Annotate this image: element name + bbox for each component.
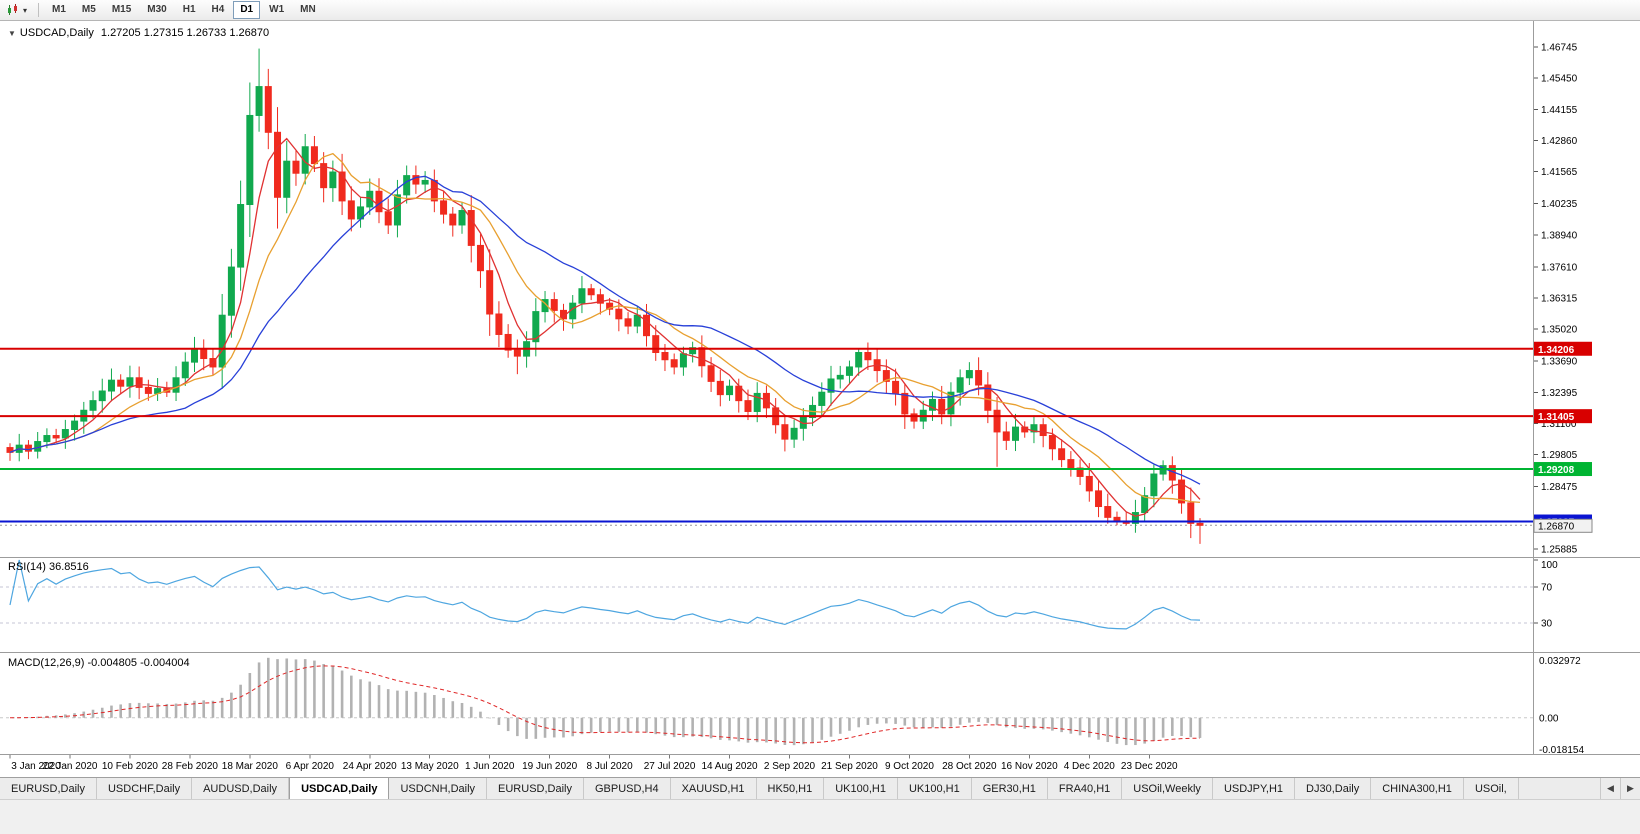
tab-uk100-h1[interactable]: UK100,H1 — [824, 778, 898, 799]
tab-gbpusd-h4[interactable]: GBPUSD,H4 — [584, 778, 671, 799]
macd-signal-line — [9, 665, 1201, 744]
tab-usoil-weekly[interactable]: USOil,Weekly — [1122, 778, 1213, 799]
svg-text:6 Apr 2020: 6 Apr 2020 — [286, 761, 335, 772]
svg-text:1.29208: 1.29208 — [1538, 465, 1575, 476]
svg-text:1 Jun 2020: 1 Jun 2020 — [465, 761, 515, 772]
tab-usdjpy-h1[interactable]: USDJPY,H1 — [1213, 778, 1296, 799]
svg-text:27 Jul 2020: 27 Jul 2020 — [644, 761, 696, 772]
timeframe-button-m5[interactable]: M5 — [75, 1, 103, 19]
svg-text:3 Jan 2020: 3 Jan 2020 — [11, 761, 61, 772]
svg-text:28 Feb 2020: 28 Feb 2020 — [162, 761, 219, 772]
candles-layer — [6, 48, 1204, 544]
timeframe-button-d1[interactable]: D1 — [233, 1, 261, 19]
rsi-pane: 100 70 30 — [0, 559, 1558, 630]
rsi-line — [9, 559, 1201, 630]
svg-text:1.26870: 1.26870 — [1538, 521, 1575, 532]
ma-mid-line — [9, 152, 1201, 504]
timeframe-button-m1[interactable]: M1 — [45, 1, 73, 19]
timeframe-button-w1[interactable]: W1 — [262, 1, 291, 19]
timeframe-button-mn[interactable]: MN — [293, 1, 323, 19]
svg-text:1.29805: 1.29805 — [1541, 450, 1578, 461]
tab-eurusd-daily[interactable]: EURUSD,Daily — [487, 778, 584, 799]
svg-text:1.46745: 1.46745 — [1541, 43, 1578, 54]
svg-text:1.41565: 1.41565 — [1541, 167, 1578, 178]
candlestick-chart-icon[interactable] — [4, 2, 22, 18]
svg-text:1.34206: 1.34206 — [1538, 345, 1575, 356]
tab-scroll-left-icon[interactable]: ◀ — [1600, 778, 1620, 799]
svg-text:8 Jul 2020: 8 Jul 2020 — [587, 761, 634, 772]
ma-slow-line — [9, 175, 1201, 485]
timeframe-button-h4[interactable]: H4 — [205, 1, 232, 19]
svg-text:19 Jun 2020: 19 Jun 2020 — [522, 761, 577, 772]
timeframe-button-h1[interactable]: H1 — [176, 1, 203, 19]
svg-text:1.28475: 1.28475 — [1541, 482, 1578, 493]
tab-uk100-h1[interactable]: UK100,H1 — [898, 778, 972, 799]
chart-canvas[interactable]: 1.46745 1.45450 1.44155 1.42860 1.41565 1.402… — [0, 21, 1640, 777]
tabbar-spacer — [1519, 778, 1600, 799]
ma-fast-line — [9, 137, 1201, 517]
svg-text:1.45450: 1.45450 — [1541, 74, 1578, 85]
svg-text:10 Feb 2020: 10 Feb 2020 — [102, 761, 159, 772]
svg-text:1.38940: 1.38940 — [1541, 230, 1578, 241]
tab-ger30-h1[interactable]: GER30,H1 — [972, 778, 1048, 799]
svg-text:100: 100 — [1541, 560, 1558, 571]
svg-text:1.33690: 1.33690 — [1541, 357, 1578, 368]
svg-text:23 Dec 2020: 23 Dec 2020 — [1121, 761, 1178, 772]
macd-pane: 0.032972 0.00 -0.018154 — [0, 656, 1584, 756]
svg-text:28 Oct 2020: 28 Oct 2020 — [942, 761, 997, 772]
svg-text:30: 30 — [1541, 619, 1553, 630]
svg-text:0.032972: 0.032972 — [1539, 656, 1581, 667]
svg-text:1.37610: 1.37610 — [1541, 262, 1578, 273]
status-strip — [0, 799, 1640, 834]
price-axis: 1.46745 1.45450 1.44155 1.42860 1.41565 1.402… — [1534, 43, 1578, 556]
pane-separators — [0, 21, 1640, 755]
svg-text:1.42860: 1.42860 — [1541, 136, 1578, 147]
svg-text:1.31405: 1.31405 — [1538, 412, 1575, 423]
svg-text:4 Dec 2020: 4 Dec 2020 — [1064, 761, 1116, 772]
svg-text:1.35020: 1.35020 — [1541, 325, 1578, 336]
tab-usdcad-daily[interactable]: USDCAD,Daily — [289, 778, 390, 799]
chart-tabs-bar: EURUSD,Daily USDCHF,Daily AUDUSD,Daily USDC… — [0, 777, 1640, 799]
tab-usdchf-daily[interactable]: USDCHF,Daily — [97, 778, 193, 799]
svg-text:0.00: 0.00 — [1539, 713, 1559, 724]
top-toolbar: ▾ M1 M5 M15 M30 H1 H4 D1 W1 MN — [0, 0, 1640, 21]
chart-area[interactable]: 1.46745 1.45450 1.44155 1.42860 1.41565 1.402… — [0, 21, 1640, 777]
timeframe-button-m30[interactable]: M30 — [140, 1, 173, 19]
svg-text:2 Sep 2020: 2 Sep 2020 — [764, 761, 816, 772]
tab-scroll-right-icon[interactable]: ▶ — [1620, 778, 1640, 799]
svg-text:22 Jan 2020: 22 Jan 2020 — [42, 761, 97, 772]
tab-usoil[interactable]: USOil, — [1464, 778, 1519, 799]
chevron-down-icon[interactable]: ▾ — [23, 5, 28, 15]
svg-text:13 May 2020: 13 May 2020 — [401, 761, 459, 772]
svg-text:14 Aug 2020: 14 Aug 2020 — [701, 761, 758, 772]
svg-text:1.25885: 1.25885 — [1541, 545, 1578, 556]
tab-dj30-daily[interactable]: DJ30,Daily — [1295, 778, 1372, 799]
tab-xauusd-h1[interactable]: XAUUSD,H1 — [671, 778, 757, 799]
svg-text:18 Mar 2020: 18 Mar 2020 — [222, 761, 279, 772]
ma-lines-layer — [9, 137, 1201, 517]
tab-hk50-h1[interactable]: HK50,H1 — [757, 778, 825, 799]
svg-text:-0.018154: -0.018154 — [1539, 745, 1584, 756]
toolbar-separator — [38, 3, 40, 17]
timeframe-button-m15[interactable]: M15 — [105, 1, 138, 19]
svg-text:16 Nov 2020: 16 Nov 2020 — [1001, 761, 1058, 772]
tab-eurusd-daily[interactable]: EURUSD,Daily — [0, 778, 97, 799]
svg-text:21 Sep 2020: 21 Sep 2020 — [821, 761, 878, 772]
svg-text:1.31100: 1.31100 — [1541, 419, 1577, 430]
svg-text:1.44155: 1.44155 — [1541, 105, 1578, 116]
svg-text:70: 70 — [1541, 583, 1553, 594]
timeframe-button-group: M1 M5 M15 M30 H1 H4 D1 W1 MN — [44, 1, 324, 19]
svg-text:24 Apr 2020: 24 Apr 2020 — [343, 761, 397, 772]
svg-text:1.40235: 1.40235 — [1541, 199, 1578, 210]
tab-audusd-daily[interactable]: AUDUSD,Daily — [192, 778, 290, 799]
svg-text:1.32395: 1.32395 — [1541, 388, 1578, 399]
tab-fra40-h1[interactable]: FRA40,H1 — [1048, 778, 1123, 799]
tab-china300-h1[interactable]: CHINA300,H1 — [1371, 778, 1464, 799]
svg-text:9 Oct 2020: 9 Oct 2020 — [885, 761, 934, 772]
tab-usdcnh-daily[interactable]: USDCNH,Daily — [389, 778, 488, 799]
svg-text:1.36315: 1.36315 — [1541, 294, 1578, 305]
